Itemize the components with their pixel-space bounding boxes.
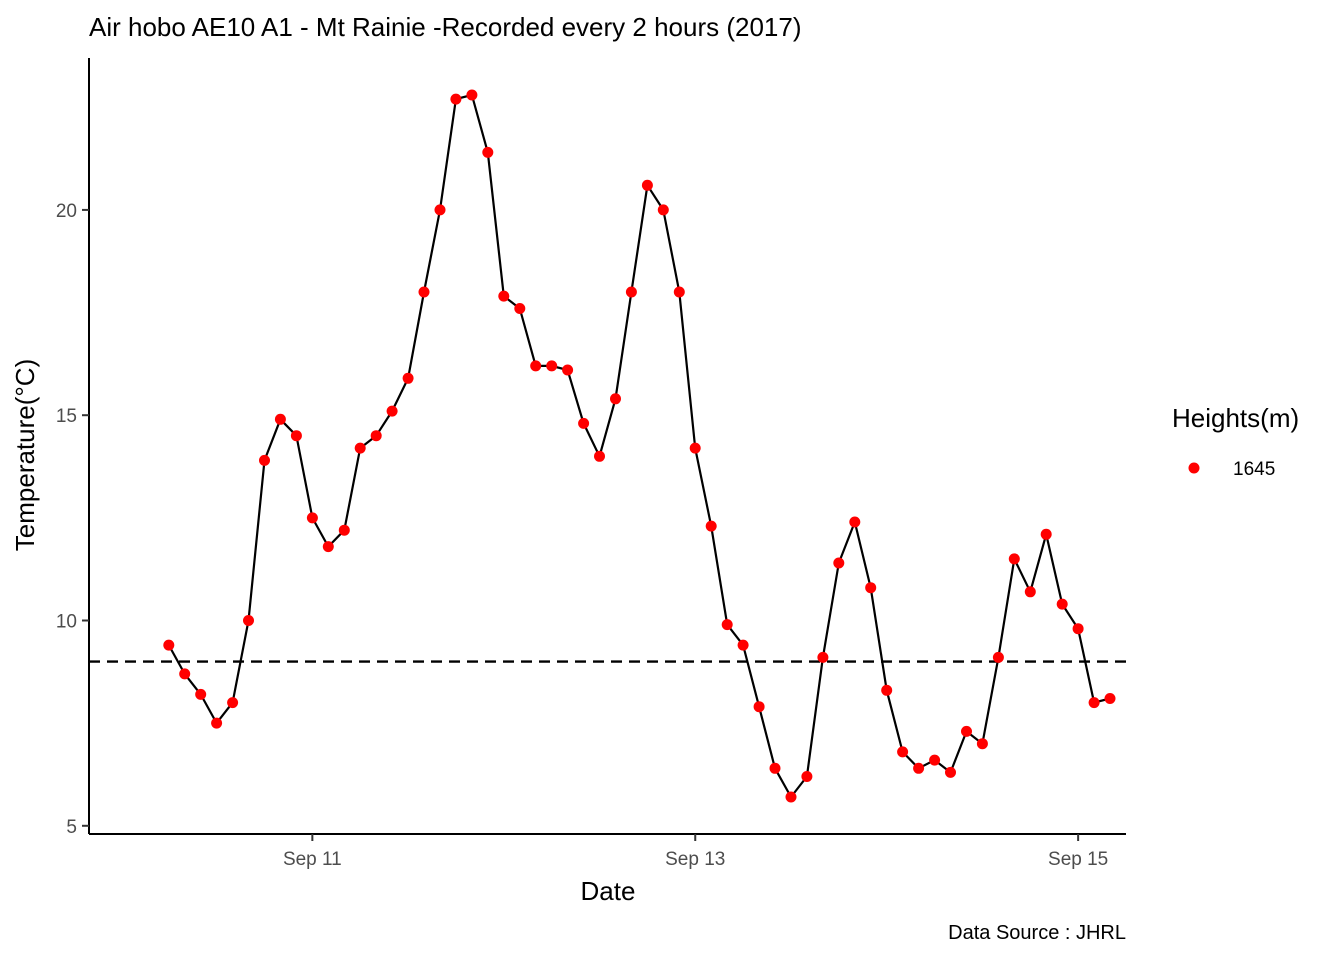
data-point-9 <box>290 430 302 442</box>
data-point-4 <box>211 717 223 729</box>
data-point-11 <box>322 541 334 553</box>
series-line-1645 <box>167 93 1111 799</box>
data-point-58 <box>1072 623 1084 635</box>
data-point-8 <box>274 413 286 425</box>
data-point-5 <box>227 697 239 709</box>
data-point-19 <box>450 93 462 105</box>
data-point-44 <box>849 516 861 528</box>
x-tick-label-sep-15: Sep 15 <box>1048 849 1108 870</box>
data-point-46 <box>881 684 893 696</box>
data-point-34 <box>689 442 701 454</box>
plot-panel: 5 10 15 20 Sep 11 Sep 13 Sep 15 <box>56 58 1126 870</box>
y-tick-label-5: 5 <box>66 817 77 838</box>
data-point-17 <box>418 286 430 298</box>
data-point-12 <box>338 524 350 536</box>
data-point-24 <box>530 360 542 372</box>
data-point-37 <box>737 639 749 651</box>
data-point-31 <box>641 179 653 191</box>
data-point-50 <box>945 766 956 778</box>
x-tick-label-sep-13: Sep 13 <box>665 849 725 870</box>
data-point-53 <box>992 651 1004 663</box>
data-point-22 <box>498 290 510 302</box>
data-point-54 <box>1008 553 1020 565</box>
y-tick-label-20: 20 <box>56 201 77 222</box>
legend: Heights(m) 1645 <box>1172 403 1299 480</box>
x-axis-title: Date <box>581 876 636 906</box>
data-point-36 <box>721 619 733 631</box>
data-point-32 <box>657 204 669 216</box>
data-point-28 <box>594 450 605 462</box>
data-point-30 <box>625 286 637 298</box>
legend-label-1645: 1645 <box>1233 459 1275 480</box>
data-point-60 <box>1104 693 1116 704</box>
data-point-56 <box>1040 528 1052 540</box>
data-point-21 <box>482 146 494 158</box>
data-point-16 <box>402 372 414 384</box>
data-point-2 <box>179 668 191 680</box>
data-point-55 <box>1024 586 1036 598</box>
data-point-47 <box>897 746 909 758</box>
data-point-20 <box>466 89 478 101</box>
data-point-18 <box>434 204 446 216</box>
data-point-42 <box>817 651 829 663</box>
data-point-59 <box>1088 697 1100 709</box>
data-point-45 <box>865 582 877 594</box>
data-point-52 <box>976 738 988 750</box>
data-point-43 <box>833 557 845 569</box>
data-point-23 <box>514 303 526 314</box>
y-tick-label-15: 15 <box>56 406 77 427</box>
data-point-51 <box>961 725 972 737</box>
data-point-1 <box>163 639 175 651</box>
caption: Data Source : JHRL <box>948 922 1126 944</box>
data-point-3 <box>195 688 207 700</box>
data-point-15 <box>386 405 398 417</box>
y-tick-label-10: 10 <box>56 611 77 632</box>
data-point-27 <box>578 417 590 429</box>
data-point-57 <box>1056 598 1068 610</box>
data-point-10 <box>306 512 318 524</box>
data-point-7 <box>259 454 270 466</box>
data-point-48 <box>913 762 925 774</box>
data-point-35 <box>705 520 717 532</box>
data-point-39 <box>769 762 781 774</box>
x-tick-label-sep-11: Sep 11 <box>283 849 342 870</box>
data-point-14 <box>370 430 382 442</box>
data-point-13 <box>354 442 366 454</box>
data-point-29 <box>610 393 621 405</box>
y-axis-title: Temperature(°C) <box>10 359 40 551</box>
legend-key-1645 <box>1188 462 1200 474</box>
data-point-41 <box>801 771 813 782</box>
data-point-25 <box>546 360 558 372</box>
data-point-40 <box>785 791 797 803</box>
data-point-38 <box>753 701 765 713</box>
legend-title: Heights(m) <box>1172 403 1299 433</box>
data-point-49 <box>929 754 941 766</box>
data-point-33 <box>673 286 685 298</box>
data-point-6 <box>243 615 254 626</box>
data-point-26 <box>562 364 574 376</box>
chart-title: Air hobo AE10 A1 - Mt Rainie -Recorded e… <box>89 12 802 42</box>
